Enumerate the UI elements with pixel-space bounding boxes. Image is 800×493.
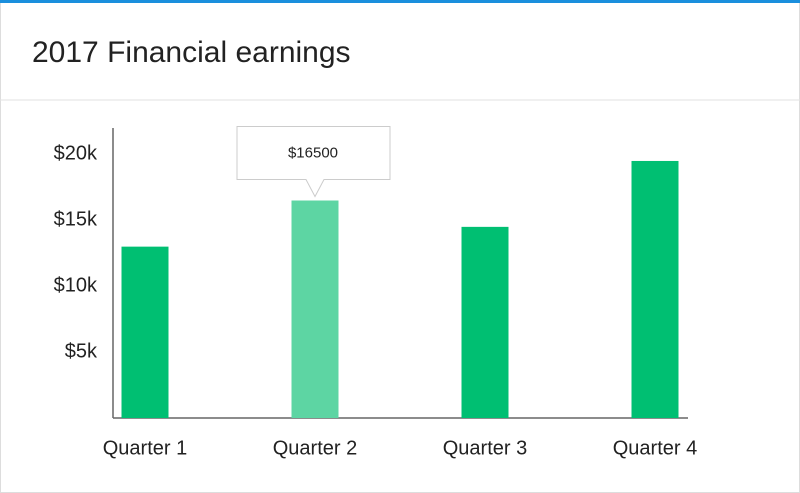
x-tick-label: Quarter 4 [613,437,697,459]
tooltip-label: $16500 [288,144,338,161]
y-tick-label: $5k [65,340,98,362]
y-tick-label: $20k [54,143,98,165]
bar[interactable] [121,246,169,418]
bar[interactable] [291,200,339,419]
bar[interactable] [631,160,679,419]
y-tick-label: $10k [54,274,98,296]
x-tick-label: Quarter 3 [443,437,527,459]
card-top-border [0,0,800,3]
chart-title: 2017 Financial earnings [32,36,351,69]
x-tick-label: Quarter 1 [103,437,187,459]
y-tick-label: $15k [54,209,98,231]
x-tick-label: Quarter 2 [273,437,357,459]
tooltip-box [236,126,391,198]
bar[interactable] [461,226,509,418]
